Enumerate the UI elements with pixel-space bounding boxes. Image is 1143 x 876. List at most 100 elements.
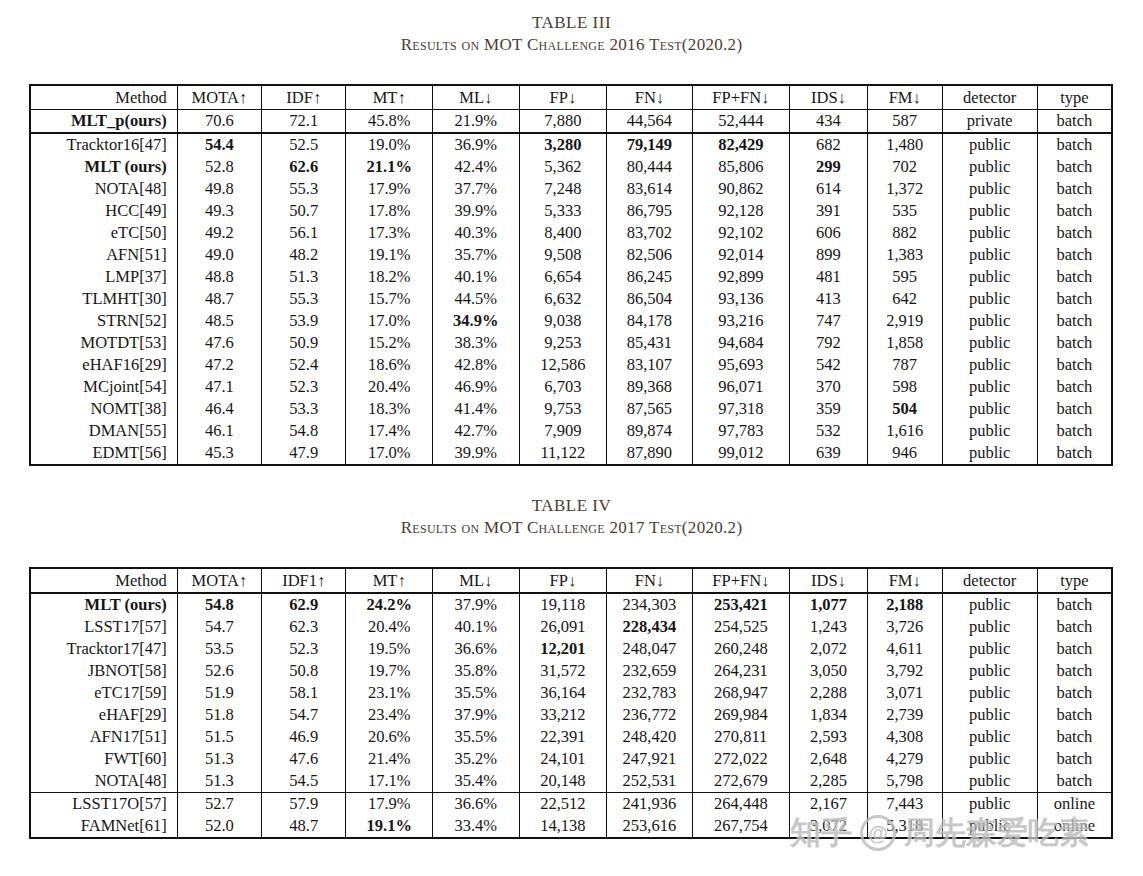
value-cell: 83,614 — [607, 178, 692, 200]
value-cell: 2,288 — [790, 682, 868, 704]
table-row: eTC[50]49.256.117.3%40.3%8,40083,70292,1… — [30, 222, 1112, 244]
value-cell: 481 — [790, 266, 868, 288]
value-cell: 9,508 — [519, 244, 607, 266]
value-cell: 3,726 — [867, 616, 942, 638]
table-row: AFN17[51]51.546.920.6%35.5%22,391248,420… — [30, 726, 1112, 748]
value-cell: 1,858 — [867, 332, 942, 354]
value-cell: 52.8 — [177, 156, 261, 178]
value-cell: 23.4% — [346, 704, 433, 726]
table-row: Tracktor16[47]54.452.519.0%36.9%3,28079,… — [30, 133, 1112, 156]
value-cell: 51.8 — [177, 704, 261, 726]
value-cell: 8,400 — [519, 222, 607, 244]
value-cell: 434 — [790, 110, 868, 134]
value-cell: 21.4% — [346, 748, 433, 770]
value-cell: 54.7 — [262, 704, 346, 726]
value-cell: 5,362 — [519, 156, 607, 178]
value-cell: 9,038 — [519, 310, 607, 332]
method-cell: MCjoint[54] — [30, 376, 177, 398]
value-cell: 54.7 — [177, 616, 261, 638]
value-cell: 35.5% — [432, 682, 519, 704]
value-cell: 86,245 — [607, 266, 692, 288]
value-cell: 9,253 — [519, 332, 607, 354]
method-cell: LSST17[57] — [30, 616, 177, 638]
value-cell: 80,444 — [607, 156, 692, 178]
value-cell: public — [942, 420, 1037, 442]
value-cell: 22,391 — [519, 726, 607, 748]
value-cell: batch — [1037, 266, 1112, 288]
value-cell: 49.8 — [177, 178, 261, 200]
value-cell: 272,679 — [692, 770, 789, 793]
value-cell: 21.1% — [346, 156, 433, 178]
value-cell: 92,102 — [692, 222, 789, 244]
method-cell: MOTDT[53] — [30, 332, 177, 354]
value-cell: 20.4% — [346, 376, 433, 398]
value-cell: 47.1 — [177, 376, 261, 398]
value-cell: 787 — [867, 354, 942, 376]
value-cell: 55.3 — [262, 178, 346, 200]
value-cell: 682 — [790, 133, 868, 156]
value-cell: public — [942, 660, 1037, 682]
value-cell: batch — [1037, 638, 1112, 660]
value-cell: 234,303 — [607, 593, 692, 616]
value-cell: 36.6% — [432, 638, 519, 660]
value-cell: 3,280 — [519, 133, 607, 156]
value-cell: 19.1% — [346, 244, 433, 266]
value-cell: 241,936 — [607, 793, 692, 816]
value-cell: 48.7 — [262, 815, 346, 838]
value-cell: 37.9% — [432, 704, 519, 726]
value-cell: 48.2 — [262, 244, 346, 266]
value-cell: public — [942, 638, 1037, 660]
value-cell: 48.5 — [177, 310, 261, 332]
value-cell: batch — [1037, 748, 1112, 770]
results-table-2017: MethodMOTA↑IDF1↑MT↑ML↓FP↓FN↓FP+FN↓IDS↓FM… — [29, 567, 1113, 839]
value-cell: batch — [1037, 288, 1112, 310]
value-cell: public — [942, 815, 1037, 838]
value-cell: 2,593 — [790, 726, 868, 748]
value-cell: 46.1 — [177, 420, 261, 442]
value-cell: 268,947 — [692, 682, 789, 704]
value-cell: online — [1037, 815, 1112, 838]
value-cell: 267,754 — [692, 815, 789, 838]
value-cell: 232,659 — [607, 660, 692, 682]
value-cell: public — [942, 133, 1037, 156]
value-cell: 24.2% — [346, 593, 433, 616]
value-cell: 19,118 — [519, 593, 607, 616]
table-row: NOTA[48]51.354.517.1%35.4%20,148252,5312… — [30, 770, 1112, 793]
value-cell: 51.3 — [262, 266, 346, 288]
method-cell: NOTA[48] — [30, 178, 177, 200]
value-cell: 17.1% — [346, 770, 433, 793]
table-row: HCC[49]49.350.717.8%39.9%5,33386,79592,1… — [30, 200, 1112, 222]
table-row: MLT (ours)54.862.924.2%37.9%19,118234,30… — [30, 593, 1112, 616]
value-cell: 7,880 — [519, 110, 607, 134]
table-row: MLT (ours)52.862.621.1%42.4%5,36280,4448… — [30, 156, 1112, 178]
value-cell: 899 — [790, 244, 868, 266]
value-cell: batch — [1037, 110, 1112, 134]
value-cell: 1,834 — [790, 704, 868, 726]
table-row: LSST17[57]54.762.320.4%40.1%26,091228,43… — [30, 616, 1112, 638]
value-cell: 89,874 — [607, 420, 692, 442]
table-row: FAMNet[61]52.048.719.1%33.4%14,138253,61… — [30, 815, 1112, 838]
value-cell: 41.4% — [432, 398, 519, 420]
value-cell: 52.3 — [262, 376, 346, 398]
table-row: STRN[52]48.553.917.0%34.9%9,03884,17893,… — [30, 310, 1112, 332]
value-cell: 14,138 — [519, 815, 607, 838]
value-cell: 391 — [790, 200, 868, 222]
value-cell: 1,372 — [867, 178, 942, 200]
value-cell: 85,806 — [692, 156, 789, 178]
value-cell: 6,703 — [519, 376, 607, 398]
value-cell: 272,022 — [692, 748, 789, 770]
value-cell: 48.8 — [177, 266, 261, 288]
table-row: NOMT[38]46.453.318.3%41.4%9,75387,56597,… — [30, 398, 1112, 420]
value-cell: 7,443 — [867, 793, 942, 816]
value-cell: 47.6 — [177, 332, 261, 354]
column-header: FM↓ — [867, 85, 942, 110]
value-cell: 587 — [867, 110, 942, 134]
value-cell: 62.3 — [262, 616, 346, 638]
value-cell: 7,909 — [519, 420, 607, 442]
value-cell: 413 — [790, 288, 868, 310]
value-cell: 35.5% — [432, 726, 519, 748]
method-cell: NOTA[48] — [30, 770, 177, 793]
value-cell: 52.0 — [177, 815, 261, 838]
method-cell: eHAF16[29] — [30, 354, 177, 376]
column-header: IDS↓ — [790, 568, 868, 593]
